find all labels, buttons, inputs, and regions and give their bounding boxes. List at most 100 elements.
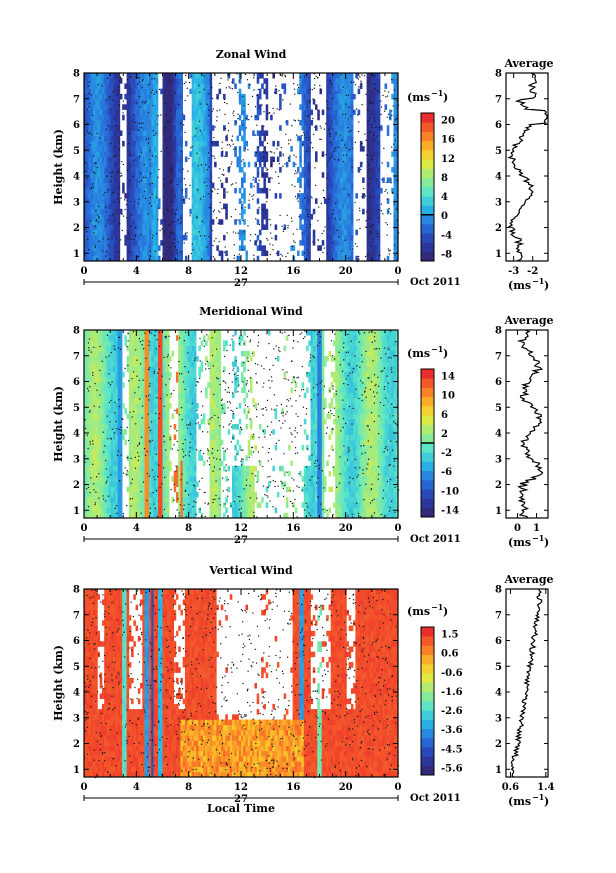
heatmap-cell <box>207 177 210 183</box>
heatmap-cell <box>220 182 224 189</box>
heatmap-cell <box>128 335 132 341</box>
heatmap-cell <box>332 234 336 241</box>
heatmap-cell <box>341 140 345 147</box>
heatmap-cell <box>261 250 264 257</box>
heatmap-cell <box>196 255 199 262</box>
heatmap-cell <box>393 120 397 126</box>
contour-dot <box>190 147 192 149</box>
heatmap-cell <box>393 73 397 79</box>
contour-dot <box>173 242 175 244</box>
heatmap-cell <box>119 455 123 461</box>
heatmap-cell <box>164 187 168 194</box>
heatmap-cell <box>115 330 118 336</box>
contour-dot <box>304 134 306 136</box>
heatmap-cell <box>106 198 109 204</box>
contour-dot <box>273 152 275 154</box>
heatmap-cell <box>104 413 107 420</box>
heatmap-cell <box>128 507 132 514</box>
contour-dot <box>369 102 371 104</box>
heatmap-cell <box>133 330 136 336</box>
heatmap-cell <box>198 203 201 210</box>
heatmap-cell <box>193 198 197 204</box>
heatmap-cell <box>126 73 130 79</box>
contour-dot <box>149 202 151 205</box>
heatmap-cell <box>95 234 98 241</box>
contour-dot <box>199 103 201 105</box>
heatmap-cell <box>341 88 345 95</box>
heatmap-cell <box>341 125 345 131</box>
heatmap-cell <box>330 130 334 136</box>
heatmap-cell <box>164 99 168 105</box>
heatmap-cell <box>95 340 98 346</box>
contour-dot <box>149 196 151 198</box>
heatmap-cell <box>97 403 100 409</box>
heatmap-cell <box>330 161 334 168</box>
heatmap-cell <box>99 203 103 210</box>
heatmap-cell <box>377 104 381 110</box>
contour-dot <box>317 220 319 222</box>
heatmap-cell <box>108 146 112 152</box>
heatmap-cell <box>241 208 244 215</box>
heatmap-cell <box>178 156 181 163</box>
heatmap-cell <box>202 93 206 100</box>
heatmap-cell <box>308 245 311 251</box>
heatmap-cell <box>95 120 98 126</box>
heatmap-cell <box>366 177 370 183</box>
contour-dot <box>357 114 359 116</box>
heatmap-cell <box>88 444 92 451</box>
colorbar-segment <box>421 233 434 243</box>
heatmap-cell <box>306 172 309 178</box>
heatmap-cell <box>110 187 114 194</box>
contour-dot <box>208 109 210 111</box>
heatmap-cell <box>84 78 87 84</box>
heatmap-cell <box>99 224 103 230</box>
heatmap-cell <box>173 104 177 110</box>
heatmap-cell <box>173 151 177 157</box>
heatmap-cell <box>84 161 87 168</box>
heatmap-cell <box>207 88 210 95</box>
heatmap-cell <box>95 450 98 456</box>
contour-dot <box>90 94 92 96</box>
heatmap-cell <box>90 114 94 121</box>
contour-dot <box>363 193 366 195</box>
contour-dot <box>259 138 261 140</box>
heatmap-cell <box>104 224 107 230</box>
heatmap-cell <box>84 497 87 503</box>
heatmap-cell <box>357 109 361 116</box>
heatmap-cell <box>142 507 145 514</box>
heatmap-cell <box>380 125 383 131</box>
heatmap-cell <box>175 161 179 168</box>
heatmap-cell <box>110 78 114 84</box>
heatmap-cell <box>180 73 183 79</box>
heatmap-cell <box>243 234 246 241</box>
heatmap-cell <box>108 371 112 378</box>
heatmap-cell <box>299 156 302 163</box>
heatmap-cell <box>238 234 242 241</box>
heatmap-cell <box>126 413 130 420</box>
heatmap-cell <box>146 219 150 225</box>
heatmap-cell <box>207 240 210 246</box>
heatmap-cell <box>171 250 175 257</box>
heatmap-cell <box>173 203 177 210</box>
heatmap-cell <box>155 250 159 257</box>
heatmap-cell <box>142 356 145 362</box>
heatmap-cell <box>315 198 318 204</box>
heatmap-cell <box>328 83 332 89</box>
heatmap-cell <box>113 481 116 487</box>
heatmap-cell <box>350 140 354 147</box>
heatmap-cell <box>337 135 340 142</box>
heatmap-cell <box>297 250 300 257</box>
heatmap-cell <box>95 187 98 194</box>
contour-dot <box>217 222 219 224</box>
heatmap-cell <box>366 104 370 110</box>
day-label: 27 <box>234 278 248 289</box>
heatmap-cell <box>135 345 139 352</box>
heatmap-cell <box>306 182 309 189</box>
heatmap-cell <box>216 140 219 147</box>
heatmap-cell <box>202 208 206 215</box>
heatmap-cell <box>88 371 92 378</box>
contour-dot <box>374 138 376 141</box>
heatmap-cell <box>171 203 175 210</box>
heatmap-cell <box>209 140 213 147</box>
contour-dot <box>359 210 361 212</box>
